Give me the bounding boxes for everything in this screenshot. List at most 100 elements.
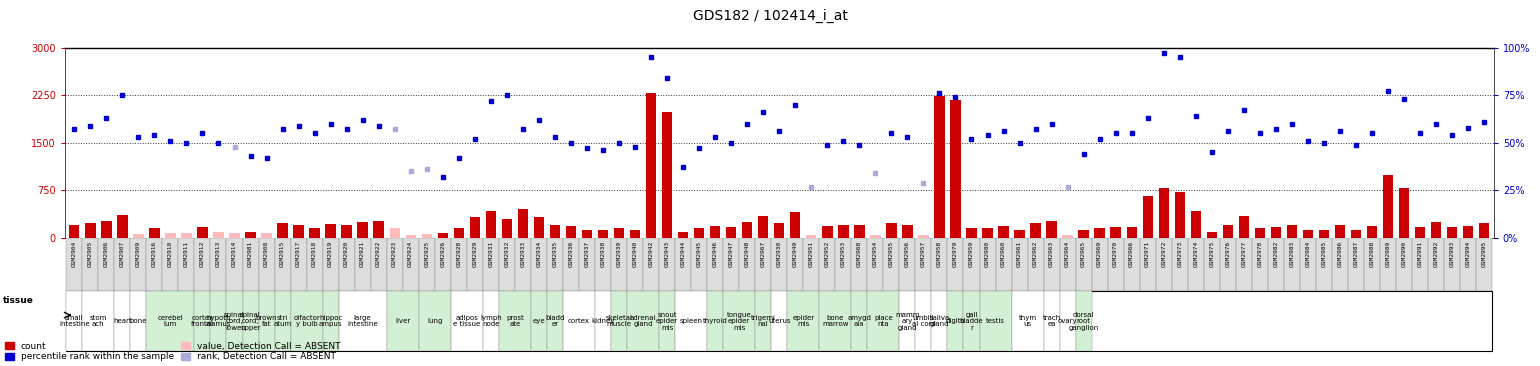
Bar [531,291,547,351]
Text: GSM2930: GSM2930 [776,240,782,267]
Text: GSM2968: GSM2968 [856,240,862,267]
Bar [1270,227,1281,238]
Bar [983,228,993,238]
Bar [69,225,80,238]
Text: GSM2910: GSM2910 [168,240,172,267]
Bar [1335,225,1346,238]
Bar [775,223,784,238]
Text: umbili
al cord: umbili al cord [912,315,935,328]
Text: bone: bone [129,318,146,324]
Bar [935,96,944,238]
Bar [310,228,320,238]
Bar [454,228,464,238]
Text: GSM2923: GSM2923 [393,240,397,267]
Text: GSM2956: GSM2956 [906,240,910,267]
Text: GSM2921: GSM2921 [360,240,365,267]
Bar [902,225,913,238]
Bar [274,291,291,351]
Text: amygd
ala: amygd ala [847,315,872,328]
Text: GSM2934: GSM2934 [536,240,542,267]
Bar [885,223,896,238]
Text: GSM2925: GSM2925 [424,240,430,267]
Bar [662,112,673,238]
Bar [1383,175,1394,238]
Text: GSM2979: GSM2979 [953,240,958,267]
Bar [915,291,932,351]
Text: adrenal
gland: adrenal gland [630,315,656,328]
Bar [1397,238,1412,291]
Bar [245,232,256,238]
Bar [787,291,819,351]
Text: GSM2940: GSM2940 [633,240,638,267]
Bar [1431,222,1441,238]
Text: tissue: tissue [3,296,34,305]
Bar [582,229,593,238]
Text: spleen: spleen [679,318,702,324]
Bar [932,291,947,351]
Text: GSM2989: GSM2989 [1386,240,1391,267]
Bar [419,238,434,291]
Text: GSM2992: GSM2992 [1434,240,1438,267]
Bar [659,291,675,351]
Bar [387,238,403,291]
Bar [1158,188,1169,238]
Bar [325,224,336,238]
Bar [451,238,467,291]
Text: epider
mis: epider mis [792,315,815,328]
Bar [1463,226,1474,238]
Bar [932,238,947,291]
Bar [1287,225,1297,238]
Bar [1351,230,1361,238]
Text: GSM2984: GSM2984 [1306,240,1311,267]
Text: GSM2966: GSM2966 [1129,240,1135,267]
Text: GSM2994: GSM2994 [1466,240,1471,267]
Text: small
intestine: small intestine [59,315,89,328]
Text: GSM2929: GSM2929 [473,240,477,267]
Bar [790,212,801,238]
Text: GSM2970: GSM2970 [1113,240,1118,267]
Bar [339,238,354,291]
Text: GSM2986: GSM2986 [1338,240,1343,267]
Text: mamm
ary
gland: mamm ary gland [895,312,919,330]
Bar [707,291,724,351]
Bar [1075,238,1092,291]
Bar [947,238,964,291]
Bar [1190,211,1201,238]
Text: GSM2942: GSM2942 [648,240,653,267]
Text: GSM2965: GSM2965 [1081,240,1086,267]
Bar [1027,238,1044,291]
Bar [499,238,514,291]
Bar [627,238,644,291]
Bar [1300,238,1317,291]
Text: GSM2943: GSM2943 [665,240,670,267]
Bar [1124,238,1140,291]
Text: GSM2913: GSM2913 [216,240,220,267]
Text: GSM2905: GSM2905 [88,240,92,267]
Bar [213,232,223,238]
Bar [1252,238,1267,291]
Bar [502,219,513,238]
Bar [964,238,979,291]
Text: GSM2962: GSM2962 [1033,240,1038,267]
Bar [242,238,259,291]
Bar [915,238,932,291]
Text: GSM2971: GSM2971 [1146,240,1150,267]
Bar [870,235,881,238]
Bar [322,238,339,291]
Bar [1412,238,1428,291]
Bar [149,228,160,238]
Text: GSM2916: GSM2916 [152,240,157,267]
Bar [82,238,99,291]
Bar [707,238,724,291]
Bar [1220,238,1237,291]
Bar [403,238,419,291]
Text: GSM2977: GSM2977 [1241,240,1246,267]
Text: GSM2909: GSM2909 [136,240,140,267]
Bar [1140,238,1155,291]
Bar [165,234,176,238]
Bar [484,291,499,351]
Bar [1332,238,1348,291]
Bar [742,222,753,238]
Text: trach
ea: trach ea [1043,315,1061,328]
Bar [899,291,915,351]
